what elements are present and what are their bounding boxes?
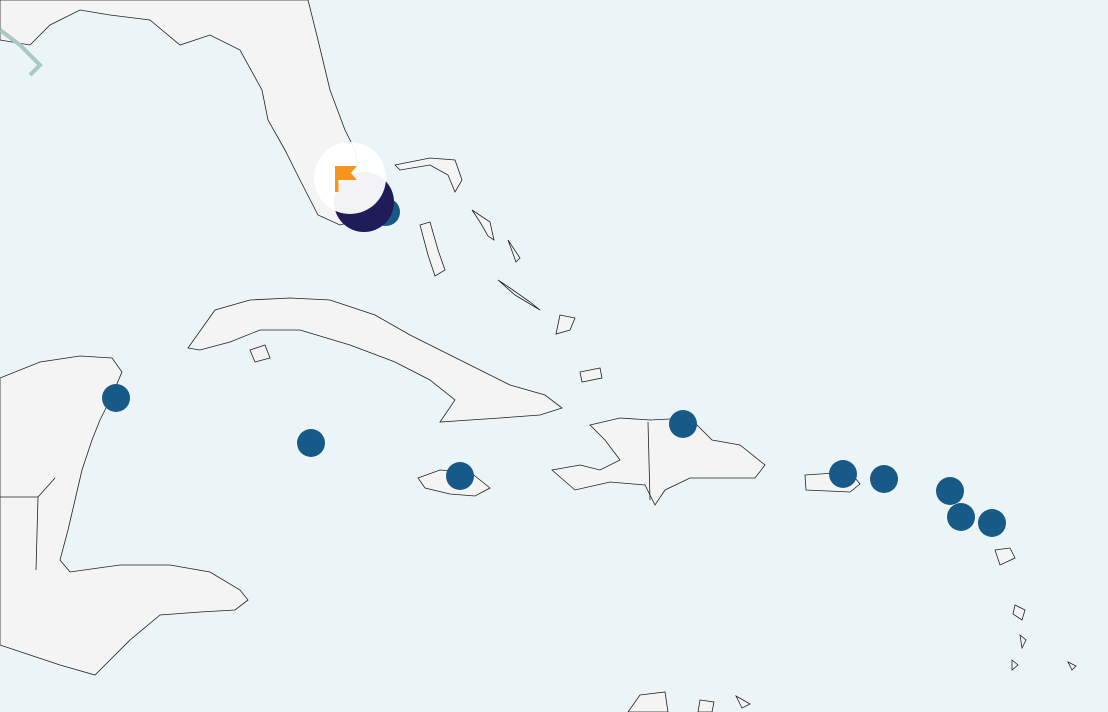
land-aruba — [697, 699, 715, 712]
marker-puerto-rico-east[interactable] — [870, 465, 898, 493]
marker-st-kitts[interactable] — [947, 503, 975, 531]
marker-cayman[interactable] — [297, 429, 325, 457]
land-cuba — [187, 297, 563, 423]
land-bahamas-2 — [419, 221, 446, 277]
land-florida — [0, 0, 363, 226]
land-curacao — [735, 694, 751, 709]
marker-puerto-rico-west[interactable] — [829, 460, 857, 488]
land-bahamas-6 — [555, 314, 576, 335]
land-south-america — [627, 691, 669, 712]
flag-icon — [335, 166, 357, 192]
land-isla-juventud — [249, 344, 271, 363]
land-bahamas-3 — [471, 209, 495, 241]
land-antilles-1 — [994, 547, 1016, 566]
lake — [0, 28, 43, 77]
land-turks — [579, 367, 603, 383]
border-lines — [0, 477, 56, 571]
marker-antigua[interactable] — [978, 509, 1006, 537]
land-hispaniola — [551, 417, 766, 506]
land-antilles-3 — [1019, 634, 1027, 650]
land-bahamas-1 — [394, 157, 463, 193]
marker-jamaica[interactable] — [446, 462, 474, 490]
land-bahamas-4 — [507, 239, 521, 263]
border-haiti-dr — [647, 421, 651, 501]
land-bahamas-5 — [497, 279, 541, 311]
selected-marker[interactable] — [314, 142, 394, 232]
marker-st-martin[interactable] — [936, 477, 964, 505]
land-antilles-2 — [1012, 604, 1026, 621]
marker-dominican-republic[interactable] — [669, 410, 697, 438]
land-tobago — [1067, 661, 1077, 671]
marker-cancun[interactable] — [102, 384, 130, 412]
land-antilles-4 — [1011, 659, 1019, 671]
